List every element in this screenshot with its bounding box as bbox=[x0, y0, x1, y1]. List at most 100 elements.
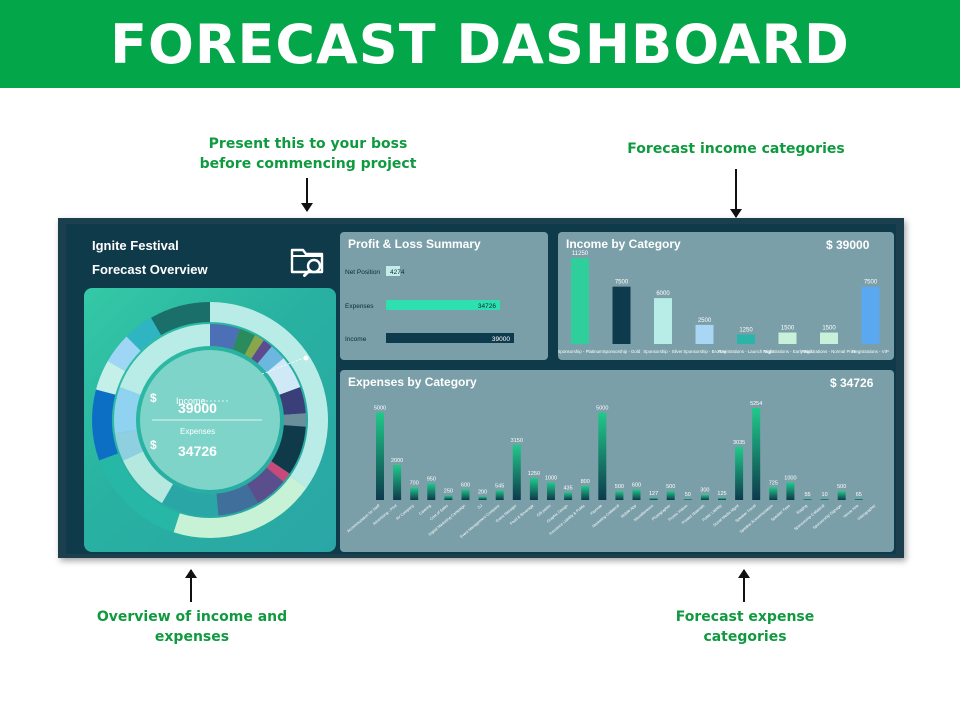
income-category-label: Sponsorship - Gold bbox=[603, 349, 641, 354]
expense-value-label: 125 bbox=[717, 491, 726, 497]
expense-bar bbox=[598, 412, 607, 500]
expense-bar bbox=[478, 496, 487, 500]
expense-bar bbox=[666, 491, 675, 500]
arrow-down-icon bbox=[730, 169, 742, 218]
donut-outer-segment bbox=[96, 361, 126, 395]
expense-category-label: Accommodation for Staff bbox=[346, 503, 381, 533]
note-line: expenses bbox=[154, 629, 230, 645]
expense-category-label: Speaker Accommodation bbox=[739, 504, 774, 534]
donut-outer-segment bbox=[173, 476, 307, 538]
expense-category-label: Gift packs bbox=[536, 504, 552, 518]
expense-value-label: 500 bbox=[666, 484, 675, 490]
pl-summary-card: Profit & Loss Summary Net Position 4274 Ex… bbox=[340, 232, 548, 360]
pl-value-label: 39000 bbox=[492, 336, 510, 343]
donut-income-value: 39000 bbox=[178, 400, 217, 416]
expense-value-label: 500 bbox=[615, 484, 624, 490]
income-bar-chart: 11250 Sponsorship - Platinum 7500 Sponsorsh… bbox=[558, 251, 889, 354]
income-category-label: Sponsorship - Bronze bbox=[683, 349, 726, 354]
note-line: Overview of income and bbox=[96, 609, 288, 625]
expense-value-label: 800 bbox=[581, 479, 590, 485]
income-title: Income by Category bbox=[566, 237, 681, 251]
income-category-label: Registrations - Normal Price bbox=[802, 349, 857, 354]
donut-inner-segment bbox=[266, 358, 301, 395]
expense-category-label: AV Company bbox=[395, 504, 415, 521]
donut-income-label: Income bbox=[176, 396, 206, 406]
expense-category-label: Digital Marketing Campaign bbox=[428, 504, 466, 537]
pl-category-label: Net Position bbox=[345, 269, 380, 276]
donut-inner-segment bbox=[283, 413, 306, 427]
income-value-label: 7500 bbox=[864, 280, 878, 286]
note-income-categories: Forecast income categories bbox=[610, 139, 862, 159]
pl-value-label: 4274 bbox=[390, 269, 405, 276]
expense-bar bbox=[444, 495, 453, 500]
expense-bar bbox=[683, 499, 692, 500]
expense-value-label: 5000 bbox=[374, 405, 386, 411]
pl-category-label: Expenses bbox=[345, 303, 374, 310]
page-title: FORECAST DASHBOARD bbox=[110, 12, 850, 76]
income-bar bbox=[654, 298, 672, 344]
donut-currency-income: $ bbox=[150, 391, 157, 405]
expense-bar bbox=[718, 497, 726, 500]
note-line: Forecast income categories bbox=[627, 141, 845, 157]
income-bar bbox=[737, 334, 755, 344]
expense-value-label: 1250 bbox=[528, 471, 540, 477]
donut-expenses-label: Expenses bbox=[180, 427, 215, 436]
note-expense-categories: Forecast expense categories bbox=[660, 607, 830, 647]
expense-value-label: 725 bbox=[769, 480, 778, 486]
note-line: Present this to your boss bbox=[208, 136, 408, 152]
expense-bar bbox=[393, 464, 402, 500]
donut-outer-segment bbox=[126, 317, 161, 351]
expenses-card: Expenses by Category $ 34726 5000 Accommo… bbox=[340, 370, 894, 552]
expense-value-label: 545 bbox=[495, 483, 504, 489]
expense-bar bbox=[700, 494, 709, 500]
pl-summary-title: Profit & Loss Summary bbox=[348, 237, 481, 251]
note-line: before commencing project bbox=[199, 156, 417, 172]
overview-donut-panel: Income $ 39000 Expenses $ 34726 bbox=[84, 288, 336, 552]
expense-value-label: 50 bbox=[685, 492, 691, 498]
expense-value-label: 3150 bbox=[511, 438, 523, 444]
expense-value-label: 10 bbox=[822, 492, 828, 498]
pl-bar bbox=[386, 333, 514, 343]
income-category-label: Registrations - VIP bbox=[852, 349, 889, 354]
expense-bar bbox=[427, 483, 436, 500]
donut-outer-segment bbox=[99, 453, 180, 533]
donut-outer-segment bbox=[91, 389, 118, 461]
donut-inner-segment bbox=[257, 346, 284, 373]
expense-bar bbox=[410, 487, 419, 500]
income-bar bbox=[778, 332, 797, 344]
donut-inner-segment bbox=[119, 324, 210, 395]
expense-value-label: 600 bbox=[461, 482, 470, 488]
overview-title-line2: Forecast Overview bbox=[92, 262, 208, 277]
donut-inner-segment bbox=[279, 387, 306, 415]
expense-value-label: 55 bbox=[804, 492, 810, 498]
expense-bar bbox=[752, 408, 761, 500]
expense-value-label: 2000 bbox=[391, 458, 403, 464]
income-category-label: Sponsorship - Silver bbox=[643, 349, 683, 354]
expense-value-label: 600 bbox=[632, 482, 641, 488]
donut-inner-segment bbox=[232, 328, 256, 355]
income-bar bbox=[571, 258, 589, 344]
expenses-title: Expenses by Category bbox=[348, 375, 477, 389]
pl-value-label: 34726 bbox=[478, 303, 496, 310]
expense-category-label: Videographer bbox=[857, 503, 878, 521]
expense-value-label: 950 bbox=[427, 476, 436, 482]
expense-value-label: 200 bbox=[478, 489, 487, 495]
note-present-to-boss: Present this to your boss before commenc… bbox=[190, 134, 426, 174]
expense-value-label: 5000 bbox=[596, 405, 608, 411]
donut-rings bbox=[91, 302, 328, 538]
expense-bar bbox=[769, 487, 778, 500]
expense-category-label: Staging bbox=[796, 504, 808, 515]
expense-bar bbox=[820, 499, 829, 500]
expense-bar bbox=[615, 491, 624, 500]
expenses-total: $ 34726 bbox=[830, 376, 874, 390]
donut-inner-segment bbox=[210, 324, 240, 350]
expense-bar bbox=[632, 489, 641, 500]
arrow-down-icon bbox=[301, 178, 313, 212]
arrow-up-icon bbox=[738, 569, 750, 602]
arrow-up-icon bbox=[185, 569, 197, 602]
note-overview: Overview of income and expenses bbox=[90, 607, 294, 647]
expense-bar bbox=[837, 491, 846, 500]
expense-bar bbox=[529, 478, 538, 500]
